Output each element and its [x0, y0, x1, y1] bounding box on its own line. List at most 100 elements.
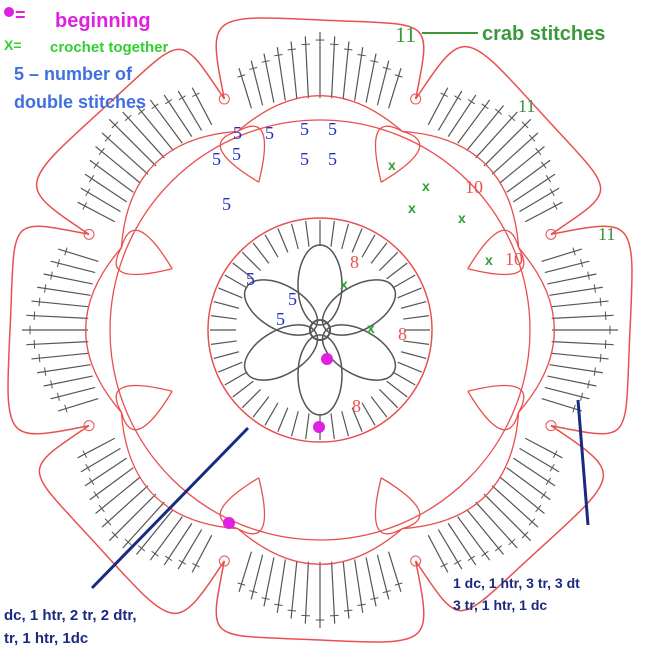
stitch — [274, 55, 282, 56]
stitch — [344, 610, 352, 611]
legend-together: crochet together — [50, 39, 169, 56]
stitch — [265, 235, 278, 258]
stitch — [85, 458, 127, 486]
stitch — [306, 221, 309, 247]
crochet-together: x — [422, 178, 430, 194]
stitch — [274, 604, 282, 605]
row-label: 11 — [518, 96, 535, 116]
petal — [313, 313, 404, 391]
stitch — [95, 477, 140, 514]
row-label: 5 — [233, 123, 242, 143]
pointer — [578, 400, 588, 525]
stitch — [546, 175, 551, 182]
stitch — [541, 162, 546, 169]
chain — [238, 96, 403, 132]
stitch — [401, 352, 426, 359]
stitch — [164, 523, 192, 565]
stitch — [541, 492, 546, 499]
stitch — [94, 492, 99, 499]
stitch — [179, 96, 186, 100]
stitch — [552, 342, 614, 345]
stitch — [81, 188, 121, 211]
stitch — [253, 397, 269, 418]
row-label: 8 — [350, 252, 359, 272]
stitch — [81, 448, 121, 471]
stitch — [520, 188, 560, 211]
stitch — [39, 354, 40, 362]
stitch — [454, 96, 461, 100]
stitch — [233, 381, 254, 397]
stitch — [278, 228, 288, 252]
row-label: 5 — [232, 144, 241, 164]
stitch — [242, 252, 260, 270]
stitch — [393, 275, 416, 288]
stitch — [265, 403, 278, 426]
stitch — [242, 389, 260, 407]
stitch — [362, 235, 375, 258]
stitch — [594, 367, 595, 375]
row-label: 5 — [246, 269, 255, 289]
stitch — [86, 464, 90, 471]
stitch — [343, 561, 349, 619]
row-label: 10 — [505, 249, 523, 269]
stitch — [288, 49, 296, 50]
stitch — [551, 301, 609, 307]
crochet-together: x — [367, 320, 375, 336]
stitch — [292, 411, 299, 436]
crochet-together: x — [485, 252, 493, 268]
stitch — [387, 263, 408, 279]
stitch — [95, 146, 140, 183]
stitch — [305, 562, 308, 624]
stitch — [178, 530, 201, 570]
stitch — [546, 478, 551, 485]
row-label: 5 — [265, 123, 274, 143]
stitch — [387, 381, 408, 397]
stitch — [441, 563, 448, 567]
petal — [313, 268, 404, 346]
beginning-dot — [4, 7, 14, 17]
legend-number: 5 – number of — [14, 64, 133, 84]
crochet-together: x — [388, 157, 396, 173]
row-label: 5 — [276, 309, 285, 329]
stitch — [214, 352, 239, 359]
stitch — [393, 372, 416, 385]
stitch — [484, 494, 531, 541]
stitch — [211, 316, 237, 319]
row-label: 5 — [328, 149, 337, 169]
stitch — [165, 99, 172, 104]
stitch — [542, 249, 582, 261]
stitch — [239, 68, 251, 108]
stitch — [85, 174, 127, 202]
stitch — [551, 353, 609, 359]
stitch — [39, 298, 40, 306]
stitch — [211, 341, 237, 344]
stitch — [401, 302, 426, 309]
stitch — [331, 221, 334, 247]
stitch — [448, 523, 476, 565]
petal — [298, 335, 342, 415]
stitch — [305, 36, 308, 98]
beginning-dot — [223, 517, 235, 529]
stitch — [288, 610, 296, 611]
row-label: 5 — [328, 119, 337, 139]
stitch — [454, 560, 461, 564]
stitch — [253, 243, 269, 264]
stitch — [482, 551, 489, 556]
stitch — [45, 284, 46, 292]
row-label: 10 — [465, 177, 483, 197]
chain — [86, 248, 122, 413]
stitch — [225, 372, 248, 385]
stitch — [45, 367, 46, 375]
row-label: 5 — [212, 149, 221, 169]
stitch — [552, 315, 614, 318]
annotation-left: dc, 1 htr, 2 tr, 2 dtr, — [4, 607, 137, 624]
stitch — [26, 342, 88, 345]
petal — [298, 245, 342, 325]
stitch — [192, 93, 199, 97]
annotation-right: 1 dc, 1 htr, 3 tr, 3 dt — [453, 575, 580, 591]
stitch — [89, 175, 94, 182]
stitch — [492, 133, 538, 175]
stitch — [379, 389, 397, 407]
stitch — [26, 315, 88, 318]
stitch — [389, 552, 401, 592]
